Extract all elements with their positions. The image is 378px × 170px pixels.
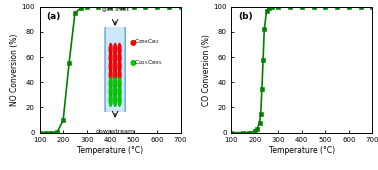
Circle shape	[109, 86, 113, 98]
Circle shape	[118, 52, 121, 64]
Circle shape	[109, 94, 113, 107]
FancyBboxPatch shape	[105, 26, 125, 114]
Circle shape	[109, 69, 113, 81]
Circle shape	[118, 43, 121, 56]
Text: ●: ●	[129, 58, 136, 67]
Y-axis label: CO Conversion (%): CO Conversion (%)	[202, 34, 211, 106]
Circle shape	[109, 60, 113, 73]
Circle shape	[113, 60, 117, 73]
Circle shape	[118, 86, 121, 98]
Circle shape	[113, 52, 117, 64]
Circle shape	[118, 69, 121, 81]
Circle shape	[113, 86, 117, 98]
Text: gas inlet: gas inlet	[102, 7, 129, 12]
Circle shape	[109, 43, 113, 56]
Circle shape	[109, 77, 113, 90]
Circle shape	[109, 52, 113, 64]
Circle shape	[113, 69, 117, 81]
Text: ●: ●	[129, 38, 136, 47]
Text: downstream: downstream	[96, 129, 135, 134]
X-axis label: Temperature (°C): Temperature (°C)	[77, 146, 143, 155]
X-axis label: Temperature (°C): Temperature (°C)	[269, 146, 335, 155]
Circle shape	[118, 60, 121, 73]
Circle shape	[113, 77, 117, 90]
Text: (a): (a)	[47, 12, 61, 21]
Text: Co$_{98}$Ce$_2$: Co$_{98}$Ce$_2$	[134, 38, 160, 46]
Text: (b): (b)	[239, 12, 253, 21]
Circle shape	[113, 43, 117, 56]
Text: Co$_{15}$Ce$_{85}$: Co$_{15}$Ce$_{85}$	[134, 58, 162, 67]
Circle shape	[113, 94, 117, 107]
Circle shape	[118, 94, 121, 107]
Y-axis label: NO Conversion (%): NO Conversion (%)	[10, 33, 19, 106]
Circle shape	[118, 77, 121, 90]
